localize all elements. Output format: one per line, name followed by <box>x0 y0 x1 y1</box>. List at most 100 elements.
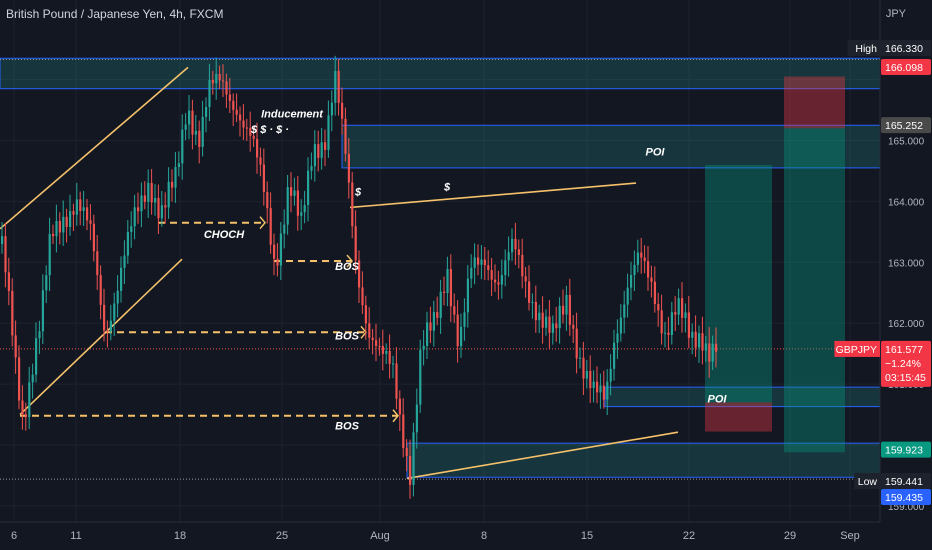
trend-lines[interactable] <box>0 66 679 480</box>
long-position-target-area[interactable] <box>705 164 772 403</box>
candle-body <box>507 252 510 261</box>
time-tick-label: 8 <box>481 530 487 542</box>
candle-body <box>65 216 68 227</box>
candle-body <box>694 331 697 348</box>
candle-body <box>324 142 327 150</box>
candle-body <box>504 260 507 276</box>
candle-body <box>201 116 204 147</box>
candle-body <box>293 190 296 196</box>
candle-body <box>109 320 112 332</box>
candle-body <box>477 257 480 265</box>
trend-line[interactable] <box>0 66 189 230</box>
candle-body <box>38 331 41 339</box>
candle-body <box>113 303 116 321</box>
candle-body <box>259 157 262 165</box>
candle-body <box>286 187 289 225</box>
candle-body <box>334 70 337 103</box>
target-label: 159.923 <box>885 445 923 457</box>
time-tick-label: Sep <box>840 530 860 542</box>
candle-body <box>626 287 629 305</box>
candle-body <box>79 199 82 211</box>
candle-body <box>14 335 17 358</box>
candle-body <box>531 302 534 304</box>
low-label-tag: Low <box>858 476 878 488</box>
short-position-target-area[interactable] <box>784 128 845 453</box>
candle-body <box>256 138 259 158</box>
candle-body <box>623 304 626 318</box>
candle-body <box>636 252 639 265</box>
candle-body <box>579 357 582 359</box>
candle-body <box>92 223 95 252</box>
candle-body <box>327 115 330 150</box>
candle-body <box>551 323 554 333</box>
annotation-bos: BOS <box>335 261 360 273</box>
long-position-stop-area[interactable] <box>705 402 772 432</box>
poi-zone-upper <box>341 124 881 169</box>
candle-body <box>711 343 714 362</box>
candle-body <box>364 305 367 324</box>
time-axis[interactable]: 6 11 18 25 Aug 8 15 22 29 Sep <box>0 521 880 542</box>
position-tools[interactable] <box>705 76 845 453</box>
candle-body <box>249 127 252 136</box>
time-tick-label: 22 <box>683 530 695 542</box>
candle-body <box>239 114 242 121</box>
time-tick-label: 15 <box>581 530 593 542</box>
candle-body <box>599 385 602 393</box>
candle-body <box>426 322 429 346</box>
price-tick-label: 163.000 <box>888 258 925 269</box>
current-price-label-tag: GBPJPY <box>836 344 877 356</box>
trend-line[interactable] <box>19 258 183 416</box>
candle-body <box>181 129 184 164</box>
candle-body <box>613 342 616 369</box>
candle-body <box>568 294 571 325</box>
symbol-title[interactable]: British Pound / Japanese Yen, 4h, FXCM <box>6 7 224 21</box>
candle-body <box>541 312 544 328</box>
candle-body <box>245 127 248 129</box>
price-tick-label: 159.000 <box>888 502 925 513</box>
candle-body <box>4 236 7 273</box>
trend-line[interactable] <box>349 182 637 209</box>
candle-body <box>242 120 245 128</box>
candle-body <box>147 182 150 202</box>
high-label-tag-bg <box>847 40 880 56</box>
price-tick-label: 162.000 <box>888 319 925 330</box>
annotation-choch: CHOCH <box>204 229 245 241</box>
candle-body <box>575 328 578 359</box>
stop-label: 166.098 <box>885 62 923 74</box>
candle-body <box>337 70 340 103</box>
candle-body <box>402 414 405 449</box>
high-label-bg <box>881 40 931 56</box>
annotation-bos: BOS <box>335 331 360 343</box>
short-position-stop-area[interactable] <box>784 76 845 129</box>
candle-body <box>460 326 463 347</box>
candle-body <box>361 287 364 306</box>
candle-body <box>1 236 4 245</box>
low-label-bg <box>881 473 931 489</box>
candle-body <box>409 455 412 485</box>
candle-body <box>674 312 677 315</box>
candle-body <box>310 166 313 171</box>
candle-body <box>528 281 531 303</box>
dashed-line-arrow <box>346 254 353 268</box>
candle-body <box>640 252 643 258</box>
candle-body <box>606 381 609 400</box>
low-label: 159.441 <box>885 476 923 488</box>
time-tick-label: 6 <box>11 530 17 542</box>
candle-body <box>228 94 231 101</box>
candle-body <box>422 345 425 350</box>
candle-body <box>188 110 191 125</box>
trend-line[interactable] <box>406 431 679 480</box>
currency-label: JPY <box>885 8 906 20</box>
candle-body <box>555 323 558 329</box>
high-label-tag: High <box>855 43 877 55</box>
candle-body <box>368 323 371 338</box>
candle-body <box>443 291 446 293</box>
candle-body <box>351 182 354 227</box>
candle-body <box>473 257 476 268</box>
candle-body <box>82 207 85 211</box>
supply-zone-top <box>0 57 881 90</box>
current-price-label-change: −1.24% <box>885 358 921 370</box>
candle-body <box>653 281 656 305</box>
candle-body <box>62 216 65 233</box>
